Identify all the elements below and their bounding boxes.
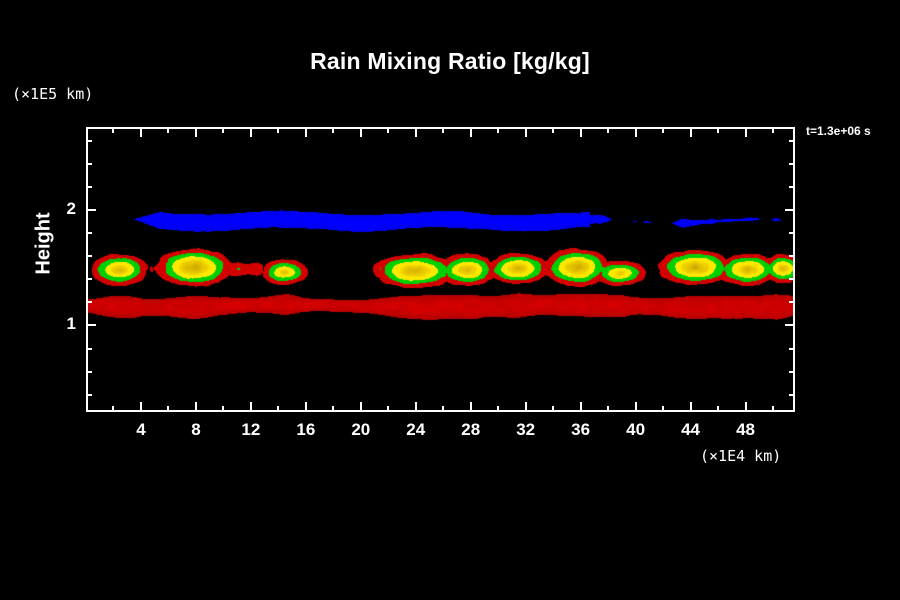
x-tick-label: 40 — [626, 420, 646, 439]
x-major-tick — [524, 402, 527, 412]
x-major-tick-top — [744, 127, 747, 137]
x-major-tick-top — [194, 127, 197, 137]
x-major-tick — [469, 402, 472, 412]
y-minor-tick — [86, 255, 92, 258]
y-minor-tick-right — [789, 232, 795, 235]
y-tick-label: 1 — [66, 314, 76, 334]
x-minor-tick — [772, 406, 774, 412]
y-minor-tick — [86, 139, 92, 142]
y-minor-tick — [86, 186, 92, 188]
x-minor-tick-top — [332, 127, 335, 133]
x-minor-tick-top — [772, 127, 774, 133]
x-tick-label: 48 — [736, 420, 755, 439]
x-major-tick-top — [524, 127, 527, 137]
x-minor-tick-top — [662, 127, 665, 133]
x-minor-tick-top — [277, 127, 280, 133]
x-major-tick-top — [304, 127, 307, 137]
x-major-tick-top — [579, 127, 582, 137]
y-major-tick — [86, 209, 96, 212]
y-minor-tick-right — [789, 186, 795, 188]
x-major-tick — [249, 402, 252, 412]
x-minor-tick — [717, 406, 720, 412]
y-minor-tick — [86, 393, 92, 396]
x-minor-tick — [112, 406, 115, 412]
y-minor-tick — [86, 301, 92, 304]
y-minor-tick-right — [789, 162, 795, 165]
x-major-tick — [634, 402, 637, 412]
x-major-tick-top — [469, 127, 472, 137]
x-tick-label: 12 — [241, 420, 261, 439]
x-major-tick — [689, 402, 692, 412]
x-tick-label: 28 — [461, 420, 481, 439]
y-minor-tick — [86, 232, 92, 235]
rain-mixing-ratio-field — [88, 129, 793, 410]
x-major-tick-top — [139, 127, 142, 137]
y-minor-tick-right — [789, 301, 795, 304]
x-minor-tick-top — [167, 127, 170, 133]
y-major-tick-right — [785, 209, 795, 212]
x-minor-tick — [332, 406, 335, 412]
x-major-tick-top — [414, 127, 417, 137]
x-minor-tick-top — [607, 127, 610, 133]
y-tick-label: 2 — [66, 199, 76, 219]
x-minor-tick — [222, 406, 225, 412]
x-minor-tick-top — [552, 127, 555, 133]
y-minor-tick-right — [789, 255, 795, 258]
x-minor-tick-top — [497, 127, 500, 133]
y-minor-tick — [86, 347, 92, 350]
y-minor-tick-right — [789, 139, 795, 142]
y-minor-tick-right — [789, 347, 795, 350]
x-tick-label: 16 — [296, 420, 316, 439]
x-minor-tick-top — [112, 127, 115, 133]
x-axis-unit-label: (×1E4 km) — [700, 447, 782, 465]
y-minor-tick — [86, 162, 92, 165]
x-major-tick — [194, 402, 197, 412]
x-minor-tick-top — [222, 127, 225, 133]
x-major-tick — [304, 402, 307, 412]
y-minor-tick — [86, 370, 92, 373]
y-minor-tick-right — [789, 393, 795, 396]
x-major-tick-top — [359, 127, 362, 137]
x-minor-tick — [167, 406, 170, 412]
x-tick-label: 44 — [681, 420, 701, 439]
field-render-host — [88, 129, 793, 410]
plot-area — [86, 127, 795, 412]
y-major-tick-right — [785, 324, 795, 327]
x-minor-tick — [277, 406, 280, 412]
y-minor-tick — [86, 278, 92, 281]
y-major-tick — [86, 324, 96, 327]
x-major-tick-top — [249, 127, 252, 137]
x-major-tick — [359, 402, 362, 412]
x-minor-tick — [387, 406, 390, 412]
x-major-tick-top — [689, 127, 692, 137]
x-major-tick — [579, 402, 582, 412]
page-title: Rain Mixing Ratio [kg/kg] — [310, 48, 590, 74]
x-minor-tick-top — [717, 127, 720, 133]
x-major-tick — [414, 402, 417, 412]
x-tick-label: 24 — [406, 420, 426, 439]
timestamp-label: t=1.3e+06 s — [806, 124, 871, 138]
y-minor-tick-right — [789, 370, 795, 373]
x-minor-tick — [662, 406, 665, 412]
x-tick-label: 36 — [571, 420, 591, 439]
x-tick-label: 32 — [516, 420, 536, 439]
y-axis-unit-label: (×1E5 km) — [12, 85, 94, 103]
x-tick-label: 20 — [351, 420, 371, 439]
x-tick-label: 4 — [136, 420, 146, 439]
x-minor-tick-top — [387, 127, 390, 133]
x-major-tick-top — [634, 127, 637, 137]
x-major-tick — [139, 402, 142, 412]
x-minor-tick — [552, 406, 555, 412]
x-tick-label: 8 — [191, 420, 201, 439]
x-minor-tick — [607, 406, 610, 412]
y-minor-tick-right — [789, 278, 795, 281]
x-minor-tick — [497, 406, 500, 412]
x-minor-tick-top — [442, 127, 445, 133]
x-minor-tick — [442, 406, 445, 412]
x-major-tick — [744, 402, 747, 412]
